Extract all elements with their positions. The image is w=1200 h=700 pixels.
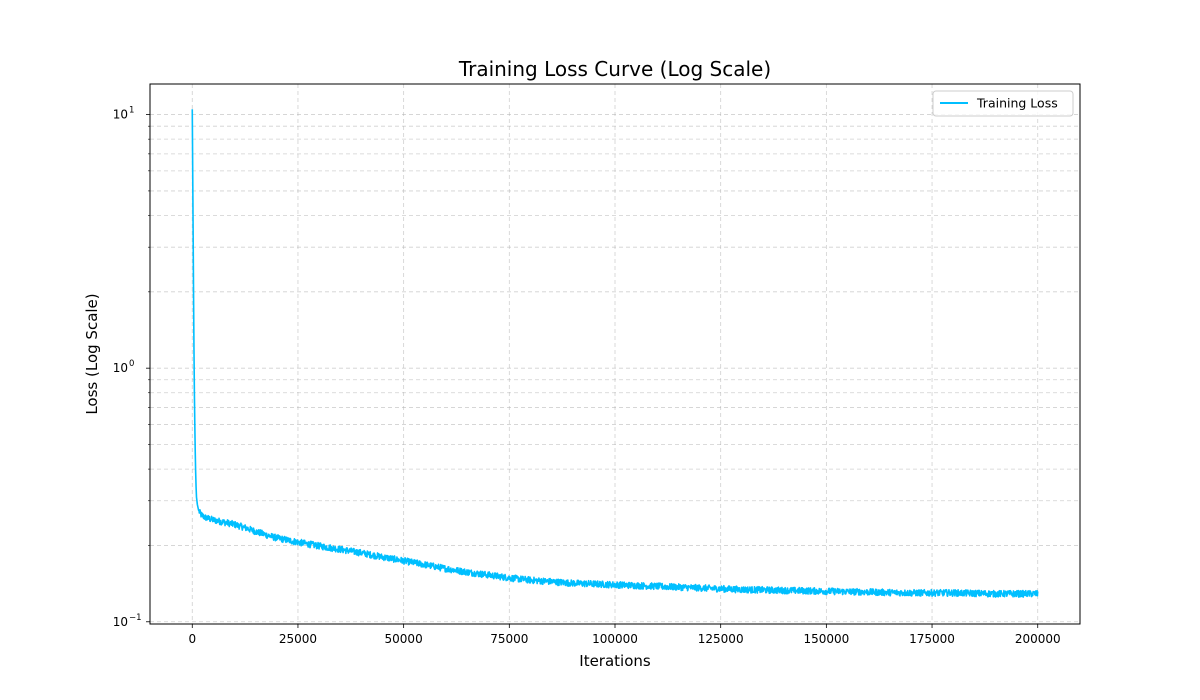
x-tick-label: 75000: [490, 632, 528, 646]
y-tick-label: 10: [113, 615, 128, 629]
series-layer: [191, 109, 1039, 598]
tick-layer: 0 25000 50000 75000 100000 125000 150000 175000…: [113, 106, 1061, 646]
x-tick-label: 50000: [385, 632, 423, 646]
y-tick-label: 10: [113, 108, 128, 122]
legend-box: [932, 90, 1074, 117]
y-tick-base: 10: [113, 361, 128, 375]
x-tick-label: 175000: [909, 632, 955, 646]
x-axis-label: Iterations: [579, 652, 651, 670]
x-tick-label: 150000: [803, 632, 849, 646]
x-tick-label: 125000: [698, 632, 744, 646]
series-line-training-loss: [191, 109, 1039, 598]
legend: Training Loss: [932, 90, 1074, 117]
y-tick-exponent: 1: [129, 106, 134, 116]
grid-lines: [150, 84, 1080, 624]
y-tick-exponent: −1: [129, 613, 142, 623]
legend-label-training-loss: Training Loss: [976, 96, 1058, 111]
y-tick-base: 10: [113, 108, 128, 122]
y-axis-label: Loss (Log Scale): [83, 293, 101, 414]
y-tick-label: 10: [113, 361, 128, 375]
x-tick-label: 25000: [279, 632, 317, 646]
y-tick-exponent: 0: [129, 359, 134, 369]
x-tick-label: 0: [188, 632, 196, 646]
y-tick-base: 10: [113, 615, 128, 629]
x-tick-label: 100000: [592, 632, 638, 646]
x-tick-label: 200000: [1015, 632, 1061, 646]
chart-title: Training Loss Curve (Log Scale): [458, 57, 771, 81]
